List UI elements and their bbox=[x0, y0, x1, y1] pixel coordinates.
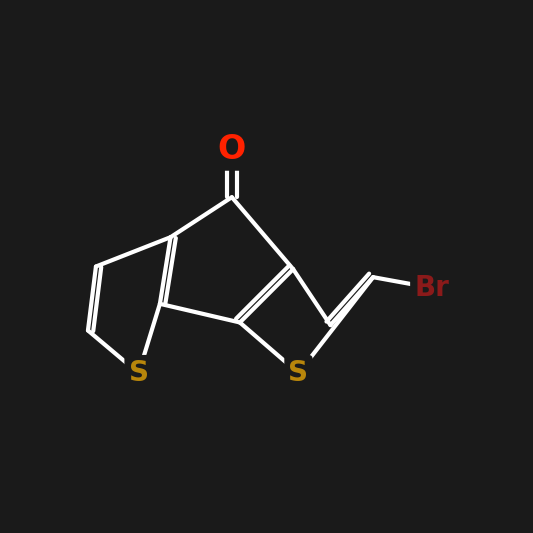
Text: O: O bbox=[217, 133, 246, 166]
Text: S: S bbox=[288, 359, 309, 387]
Text: Br: Br bbox=[414, 274, 449, 302]
Text: S: S bbox=[128, 359, 149, 387]
